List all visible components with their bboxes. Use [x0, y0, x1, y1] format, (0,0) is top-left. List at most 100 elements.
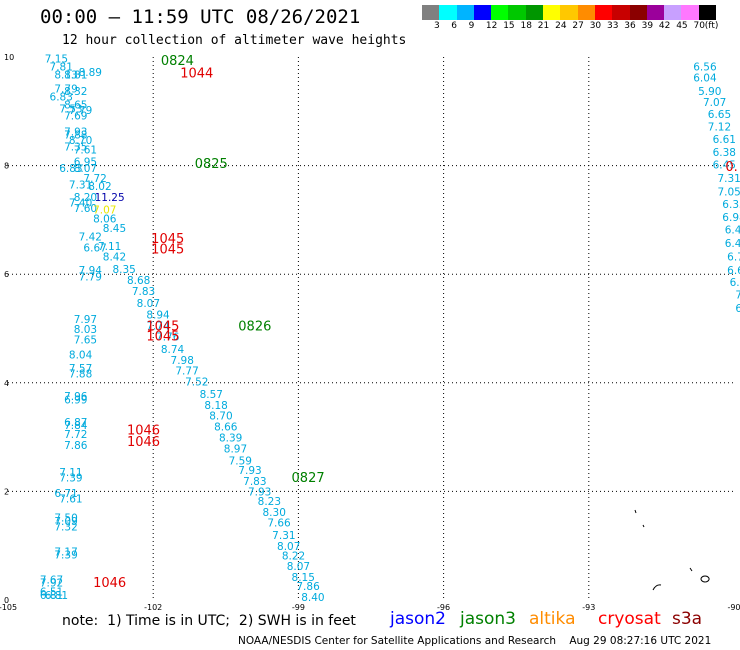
wave-height-value: 7.07 [703, 97, 726, 109]
y-tick-label: 4 [4, 379, 9, 388]
wave-height-value: 6.61 [713, 134, 736, 146]
pass-id-label: 1045 [151, 232, 184, 247]
color-legend [422, 5, 717, 20]
wave-height-value: 7.79 [54, 83, 77, 95]
x-tick-label: -90 [727, 603, 740, 612]
wave-height-value: 6.04 [693, 72, 717, 84]
legend-swatch [422, 5, 440, 20]
legend-label: 15 [503, 21, 515, 31]
wave-height-value: 8.35 [112, 264, 135, 276]
pass-id-label: 1045 [146, 329, 179, 344]
legend-swatch [439, 5, 457, 20]
wave-height-value: 8.22 [282, 550, 305, 562]
wave-height-value: 8.42 [103, 252, 126, 264]
wave-height-value: 7.05 [717, 186, 740, 198]
pass-id-label: 0824 [161, 54, 194, 69]
wave-height-value: 7.39 [59, 473, 82, 485]
wave-height-value: 7.83 [243, 476, 266, 488]
legend-label: 3 [434, 21, 440, 31]
wave-height-value: 7.57 [69, 363, 92, 375]
wave-height-value: 7.67 [40, 575, 63, 587]
legend-label: 6 [451, 21, 458, 31]
wave-height-value: 8.20 [74, 192, 97, 204]
wave-height-value: 7.15 [45, 53, 68, 65]
wave-height-value: 6.71 [54, 488, 77, 500]
wave-height-value: 7.61 [59, 493, 82, 505]
pass-id-label: 1046 [127, 435, 160, 450]
legend-label: 39 [641, 21, 654, 31]
wave-height-value: 6.38 [713, 147, 736, 159]
credit-line: NOAA/NESDIS Center for Satellite Applica… [238, 635, 712, 647]
legend-swatch [577, 5, 595, 20]
wave-height-value: 6.45 [713, 159, 736, 171]
wave-height-value: 8.23 [258, 496, 281, 508]
wave-height-value: 6.65 [708, 109, 731, 121]
wave-height-value: 7.76 [156, 331, 180, 343]
wave-height-value: 8.68 [127, 275, 150, 287]
satellite-key-item: cryosat [598, 609, 661, 629]
wave-height-value: 7.93 [64, 127, 87, 139]
wave-height-value: 7.93 [248, 487, 271, 499]
wave-height-value: 8.07 [74, 163, 97, 175]
units-note: note: 1) Time is in UTC; 2) SWH is in fe… [62, 613, 356, 629]
wave-height-value: 7.79 [79, 272, 102, 284]
wave-height-value: 6.56 [693, 62, 717, 74]
wave-height-value: 8.18 [204, 400, 227, 412]
pass-id-label: 1045 [151, 243, 184, 258]
pass-id-label: 1046 [127, 423, 160, 438]
wave-height-value: 7.72 [83, 173, 106, 185]
wave-height-value: 8.15 [292, 572, 315, 584]
wave-height-value: 6.69 [727, 265, 740, 277]
legend-swatch [508, 5, 526, 20]
wave-height-value: 8.13 [54, 70, 77, 82]
wave-height-value: 7.07 [93, 204, 116, 216]
legend-swatch [681, 5, 699, 20]
legend-swatch [525, 5, 544, 20]
wave-height-value: 6.47 [725, 224, 740, 236]
wave-height-value: 8.02 [88, 181, 111, 193]
satellite-key-item: jason3 [460, 609, 516, 629]
wave-height-value: 7.86 [64, 440, 88, 452]
wave-height-value: 7.65 [74, 335, 97, 347]
wave-height-value: 8.06 [93, 214, 117, 226]
color-legend-labels: 3 6 9 12 15 18 21 24 27 30 33 36 39 42 45 70 (ft) [422, 21, 740, 33]
wave-height-value: 7.53 [59, 103, 82, 115]
wave-height-value: 6.99 [64, 394, 87, 406]
legend-swatch [594, 5, 613, 20]
y-tick-label: 8 [4, 162, 9, 171]
x-tick-label: -105 [0, 603, 17, 612]
wave-height-value: 8.81 [64, 70, 87, 82]
wave-height-value: 7.86 [296, 581, 320, 593]
wave-height-value: 6.87 [64, 417, 87, 429]
wave-height-value: 6.95 [74, 157, 97, 169]
wave-height-value: 8.89 [79, 67, 102, 79]
x-tick-label: -102 [144, 603, 162, 612]
wave-height-value: 8.97 [224, 443, 247, 455]
legend-label: 9 [468, 21, 475, 31]
wave-height-value: 7.11 [59, 467, 82, 479]
wave-height-value: 8.65 [64, 100, 87, 112]
wave-height-value: 6.98 [722, 212, 740, 224]
map-title: 00:00 – 11:59 UTC 08/26/2021 [40, 6, 361, 28]
wave-height-value: 8.03 [74, 324, 97, 336]
wave-height-value: 7.42 [79, 232, 102, 244]
wave-height-value: 8.94 [146, 310, 170, 322]
satellite-key-item: altika [529, 609, 576, 629]
wave-height-value: 6.81 [45, 590, 68, 602]
wave-height-value: 8.45 [103, 223, 126, 235]
wave-height-value: 8.74 [161, 344, 185, 356]
legend-swatch [698, 5, 717, 20]
pass-id-label: 1046 [93, 576, 126, 591]
wave-height-value: 7.92 [40, 577, 63, 589]
wave-height-value: 7.35 [64, 141, 87, 153]
legend-label: (ft) [704, 21, 719, 31]
map-subtitle: 12 hour collection of altimeter wave hei… [62, 33, 407, 48]
pass-id-label: 0827 [292, 471, 325, 486]
wave-height-value: 7.88 [64, 129, 87, 141]
wave-height-value: 7.39 [54, 550, 77, 562]
legend-label: 33 [607, 21, 619, 31]
wave-height-value: 7.31 [272, 530, 295, 542]
satellite-key-item: jason2 [390, 609, 446, 629]
legend-label: 30 [589, 21, 602, 31]
